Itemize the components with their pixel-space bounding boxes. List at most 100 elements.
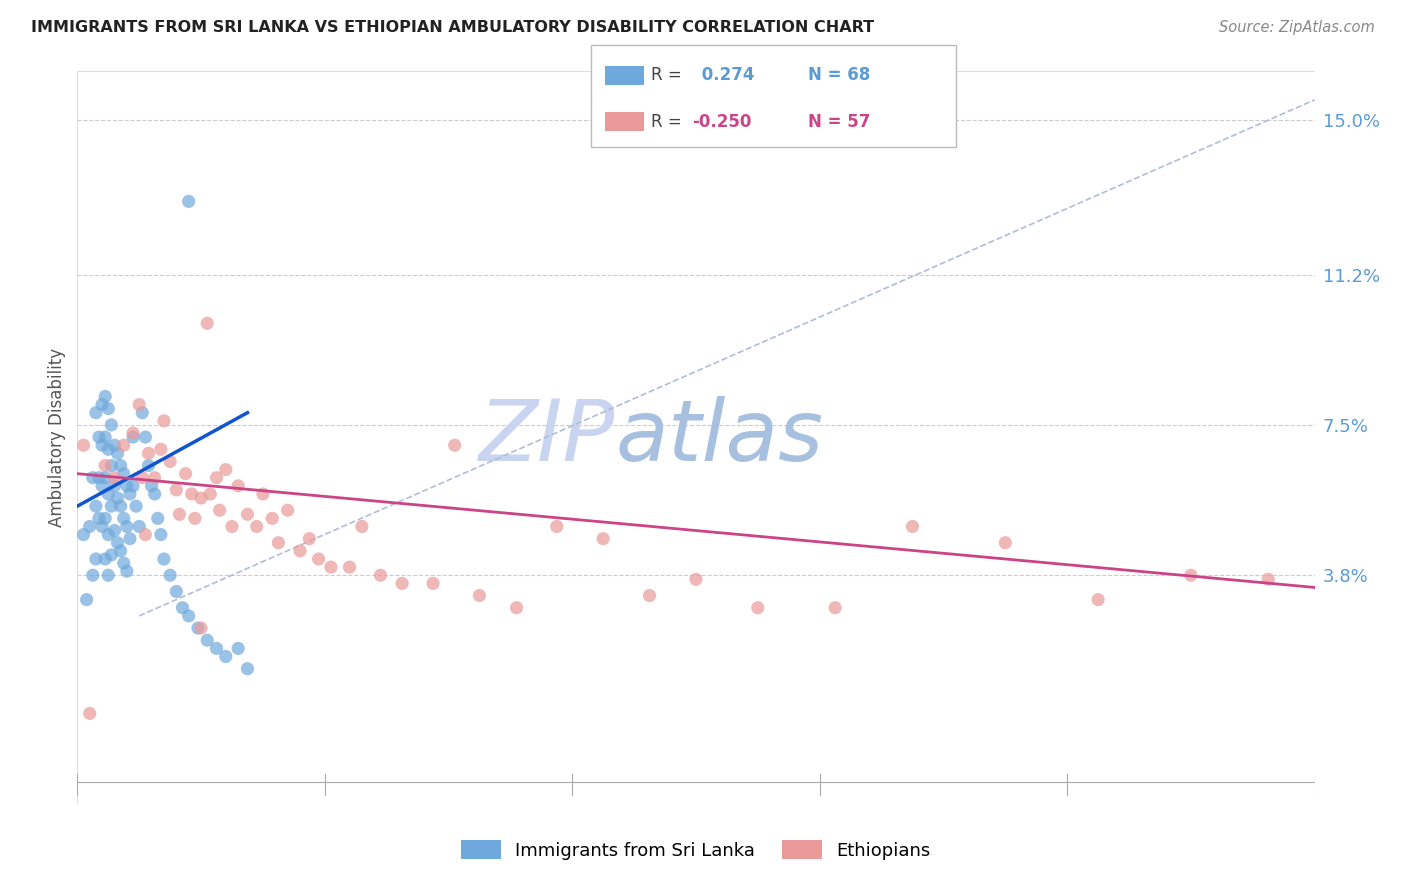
Point <box>226 641 249 656</box>
Point <box>146 511 169 525</box>
Point <box>118 532 141 546</box>
Point <box>208 503 231 517</box>
Point <box>685 572 707 586</box>
Point <box>236 508 259 522</box>
Point <box>195 633 218 648</box>
Point <box>100 417 122 432</box>
Point <box>143 487 166 501</box>
Point <box>468 589 491 603</box>
Point <box>339 560 361 574</box>
Point <box>91 519 114 533</box>
Point <box>94 458 117 473</box>
Point <box>125 499 148 513</box>
Y-axis label: Ambulatory Disability: Ambulatory Disability <box>48 348 66 526</box>
Text: N = 68: N = 68 <box>808 66 870 85</box>
Point <box>221 519 243 533</box>
Point <box>115 479 138 493</box>
Point <box>141 479 163 493</box>
Point <box>252 487 274 501</box>
Point <box>308 552 330 566</box>
Point <box>159 454 181 468</box>
Point <box>180 487 202 501</box>
Point <box>84 499 107 513</box>
Point <box>82 471 104 485</box>
Point <box>118 487 141 501</box>
Point <box>172 600 194 615</box>
Point <box>112 556 135 570</box>
Point <box>505 600 527 615</box>
Point <box>174 467 197 481</box>
Point <box>350 519 373 533</box>
Text: R =: R = <box>651 66 682 85</box>
Point <box>72 438 94 452</box>
Point <box>1087 592 1109 607</box>
Point <box>190 621 212 635</box>
Text: 0.274: 0.274 <box>696 66 755 85</box>
Point <box>153 552 176 566</box>
Point <box>115 564 138 578</box>
Point <box>82 568 104 582</box>
Point <box>267 535 290 549</box>
Point <box>103 479 125 493</box>
Point <box>100 499 122 513</box>
Point <box>184 511 207 525</box>
Text: R =: R = <box>651 112 682 130</box>
Point <box>107 491 129 505</box>
Point <box>94 552 117 566</box>
Point <box>262 511 284 525</box>
Point <box>277 503 299 517</box>
Point <box>91 438 114 452</box>
Point <box>134 430 156 444</box>
Point <box>391 576 413 591</box>
Text: ZIP: ZIP <box>479 395 616 479</box>
Point <box>122 425 145 440</box>
Point <box>638 589 661 603</box>
Point <box>91 479 114 493</box>
Point <box>824 600 846 615</box>
Point <box>165 483 187 497</box>
Point <box>592 532 614 546</box>
Point <box>1257 572 1279 586</box>
Point <box>370 568 392 582</box>
Point <box>226 479 249 493</box>
Point <box>103 471 125 485</box>
Point <box>288 544 311 558</box>
Point <box>149 527 172 541</box>
Point <box>122 479 145 493</box>
Point <box>115 519 138 533</box>
Point <box>134 527 156 541</box>
Point <box>97 401 120 416</box>
Point <box>103 438 125 452</box>
Point <box>143 471 166 485</box>
Point <box>91 398 114 412</box>
Point <box>138 458 160 473</box>
Point <box>131 471 153 485</box>
Point <box>319 560 342 574</box>
Point <box>76 592 98 607</box>
Point <box>1180 568 1202 582</box>
Point <box>195 316 218 330</box>
Point <box>159 568 181 582</box>
Point <box>128 398 150 412</box>
Text: atlas: atlas <box>616 395 824 479</box>
Text: N = 57: N = 57 <box>808 112 870 130</box>
Point <box>298 532 321 546</box>
Point <box>100 548 122 562</box>
Text: Source: ZipAtlas.com: Source: ZipAtlas.com <box>1219 20 1375 35</box>
Point <box>94 471 117 485</box>
Point <box>87 430 110 444</box>
Point <box>79 519 101 533</box>
Point <box>94 430 117 444</box>
Point <box>422 576 444 591</box>
Point <box>122 430 145 444</box>
Point <box>107 446 129 460</box>
Point <box>236 662 259 676</box>
Point <box>215 462 238 476</box>
Point <box>79 706 101 721</box>
Point <box>103 524 125 538</box>
Point <box>84 406 107 420</box>
Text: -0.250: -0.250 <box>692 112 751 130</box>
Point <box>87 471 110 485</box>
Point <box>97 527 120 541</box>
Point <box>72 527 94 541</box>
